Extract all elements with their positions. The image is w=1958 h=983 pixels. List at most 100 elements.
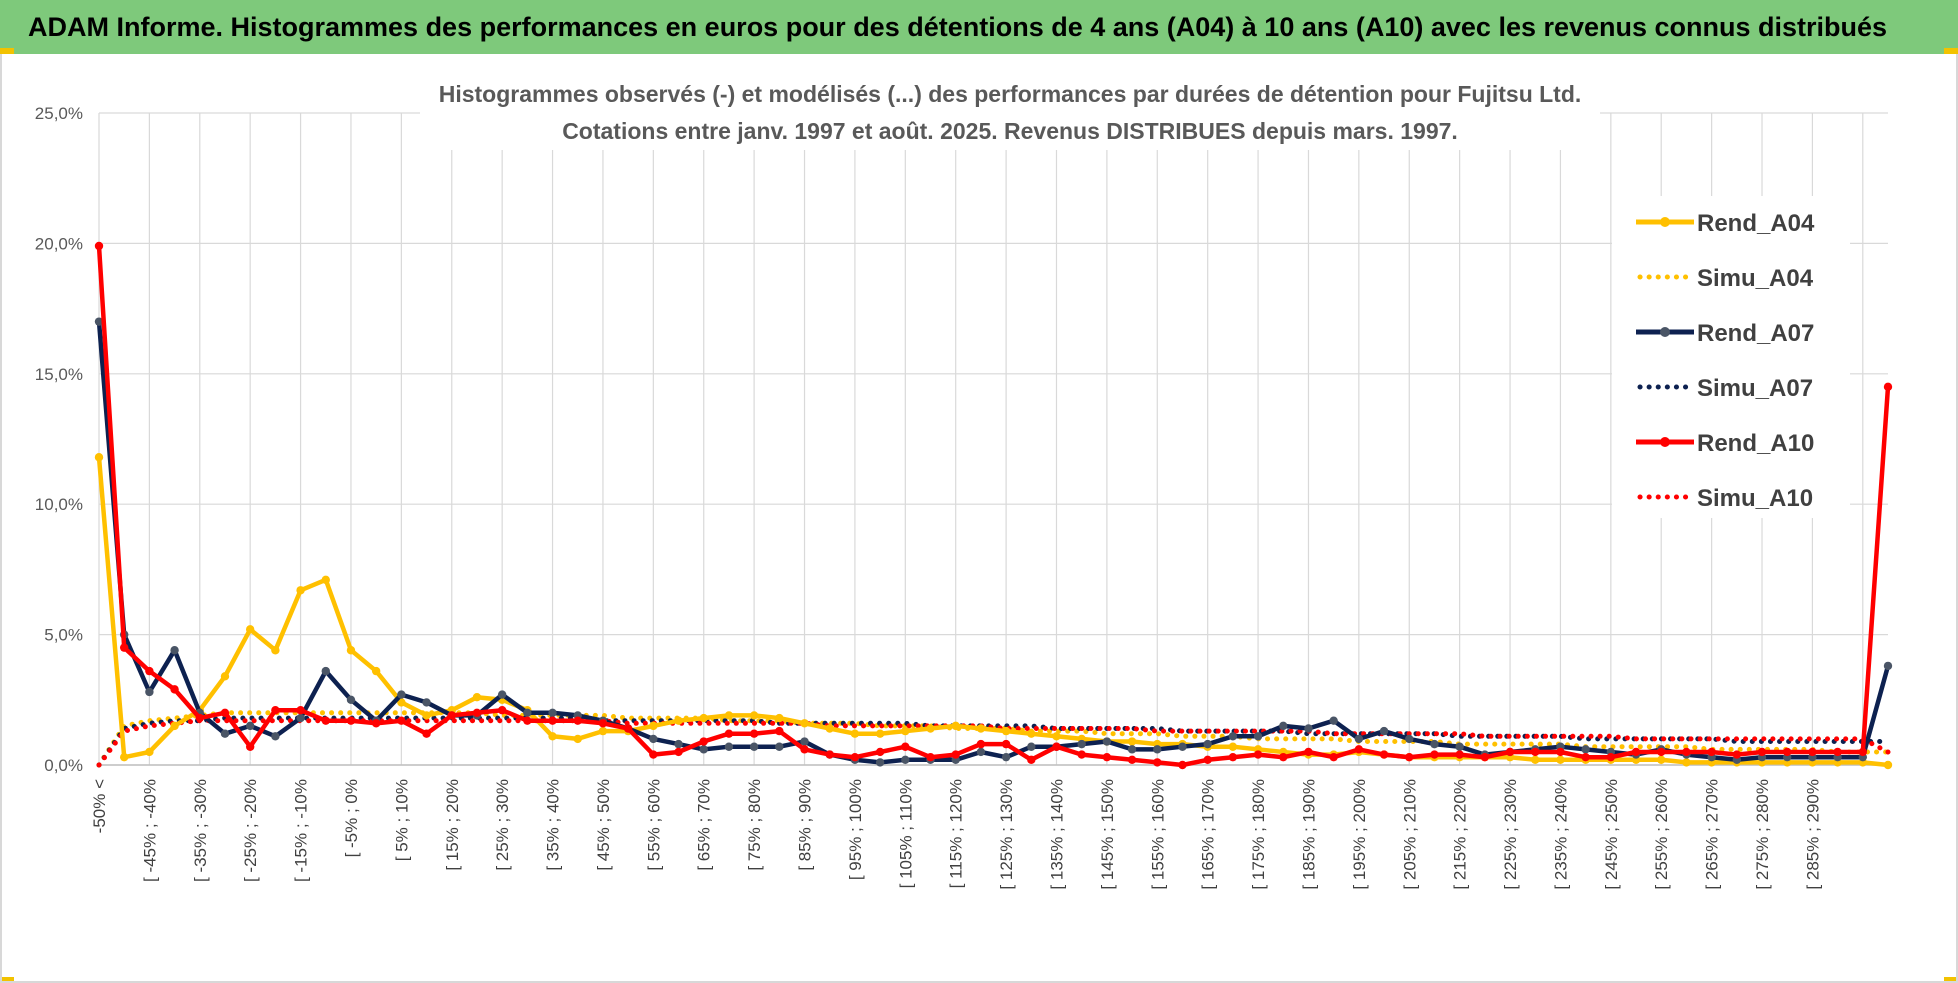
data-point [1329, 716, 1338, 725]
data-point [1430, 739, 1439, 749]
data-point [1001, 739, 1011, 749]
legend-label: Simu_A04 [1697, 265, 1814, 292]
x-tick-label: [ 225% ; 230% [1501, 779, 1520, 890]
data-point [1531, 747, 1540, 757]
data-point [1127, 745, 1137, 754]
data-point [1052, 742, 1061, 751]
data-point [926, 752, 935, 762]
legend-marker [1660, 217, 1670, 227]
x-tick-label: [ 285% ; 290% [1803, 779, 1822, 890]
data-point [1808, 747, 1817, 757]
x-tick-label: -50% < [90, 779, 109, 833]
data-point [1203, 755, 1212, 764]
legend-marker [1660, 437, 1670, 447]
data-point [1027, 755, 1036, 764]
x-tick-label: [ 35% ; 40% [544, 779, 563, 871]
data-point [724, 711, 734, 720]
x-tick-label: [ 205% ; 210% [1400, 779, 1419, 890]
x-tick-label: [ -25% ; -20% [241, 779, 260, 882]
y-tick-label: 15,0% [35, 365, 83, 384]
data-point [321, 575, 330, 585]
data-point [321, 666, 330, 676]
data-point [1203, 739, 1212, 749]
data-point [1153, 758, 1162, 767]
data-point [145, 687, 154, 697]
data-point [145, 666, 154, 676]
x-tick-label: [ 215% ; 220% [1451, 779, 1470, 890]
data-point [573, 716, 582, 725]
chart-title: Histogrammes observés (-) et modélisés (… [420, 76, 1600, 150]
data-point [397, 690, 406, 699]
data-point [422, 711, 431, 720]
data-point [1757, 747, 1767, 757]
data-point [825, 724, 834, 733]
data-point [951, 750, 960, 759]
chart-title-line2: Cotations entre janv. 1997 et août. 2025… [562, 118, 1458, 144]
data-point [800, 745, 809, 754]
data-point [699, 737, 708, 746]
x-tick-label: [ 75% ; 80% [745, 779, 764, 871]
data-point [1027, 729, 1036, 738]
data-point [1027, 742, 1036, 751]
data-point [119, 643, 129, 652]
data-point [271, 732, 280, 741]
data-point [875, 758, 885, 767]
data-point [775, 713, 784, 723]
data-point [1405, 752, 1414, 762]
y-tick-label: 25,0% [35, 104, 83, 123]
data-point [422, 698, 431, 707]
data-point [976, 739, 986, 749]
x-tick-label: [ 105% ; 110% [896, 779, 915, 888]
data-point [447, 711, 456, 720]
x-tick-label: [ -45% ; -40% [140, 779, 159, 882]
data-point [1228, 742, 1238, 751]
data-point [1455, 750, 1464, 759]
report-banner-title: ADAM Informe. Histogrammes des performan… [0, 0, 1958, 54]
data-point [1405, 734, 1414, 744]
y-tick-label: 5,0% [44, 626, 83, 645]
data-point [497, 690, 507, 699]
data-point [1354, 734, 1364, 744]
x-tick-label: [ 175% ; 180% [1249, 779, 1268, 890]
data-point [800, 719, 809, 728]
data-point [548, 732, 557, 741]
legend-marker [1660, 327, 1670, 337]
x-tick-label: [ 195% ; 200% [1350, 779, 1369, 890]
x-tick-label: [ 235% ; 240% [1551, 779, 1570, 890]
data-point [674, 747, 683, 757]
data-point [94, 317, 104, 326]
data-point [523, 716, 532, 725]
data-point [674, 739, 683, 749]
data-point [649, 750, 658, 759]
data-point [1682, 747, 1691, 757]
chart-title-line1: Histogrammes observés (-) et modélisés (… [438, 81, 1582, 107]
data-point [1581, 745, 1590, 754]
x-tick-label: [ 65% ; 70% [695, 779, 714, 871]
data-point [1127, 737, 1137, 746]
legend-label: Rend_A07 [1697, 320, 1814, 347]
data-point [472, 692, 482, 702]
legend-item: Rend_A04 [1636, 210, 1815, 237]
data-point [951, 721, 960, 731]
data-point [1052, 732, 1061, 741]
data-point [1379, 750, 1389, 759]
data-point [1430, 750, 1439, 759]
corner-mark-top-left [0, 48, 14, 54]
data-point [1228, 752, 1238, 762]
data-point [1329, 752, 1338, 762]
data-point [321, 716, 330, 725]
series-lines [94, 241, 1893, 770]
data-point [976, 747, 986, 757]
data-point [875, 747, 885, 757]
data-point [1858, 747, 1868, 757]
data-point [548, 708, 557, 718]
data-point [1707, 747, 1716, 757]
data-point [850, 729, 860, 738]
data-point [674, 716, 683, 725]
data-point [775, 726, 784, 736]
data-point [296, 706, 305, 715]
x-tick-label: [ -15% ; -10% [292, 779, 311, 882]
data-point [598, 719, 608, 728]
x-tick-label: [ 255% ; 260% [1652, 779, 1671, 890]
data-point [397, 716, 406, 725]
